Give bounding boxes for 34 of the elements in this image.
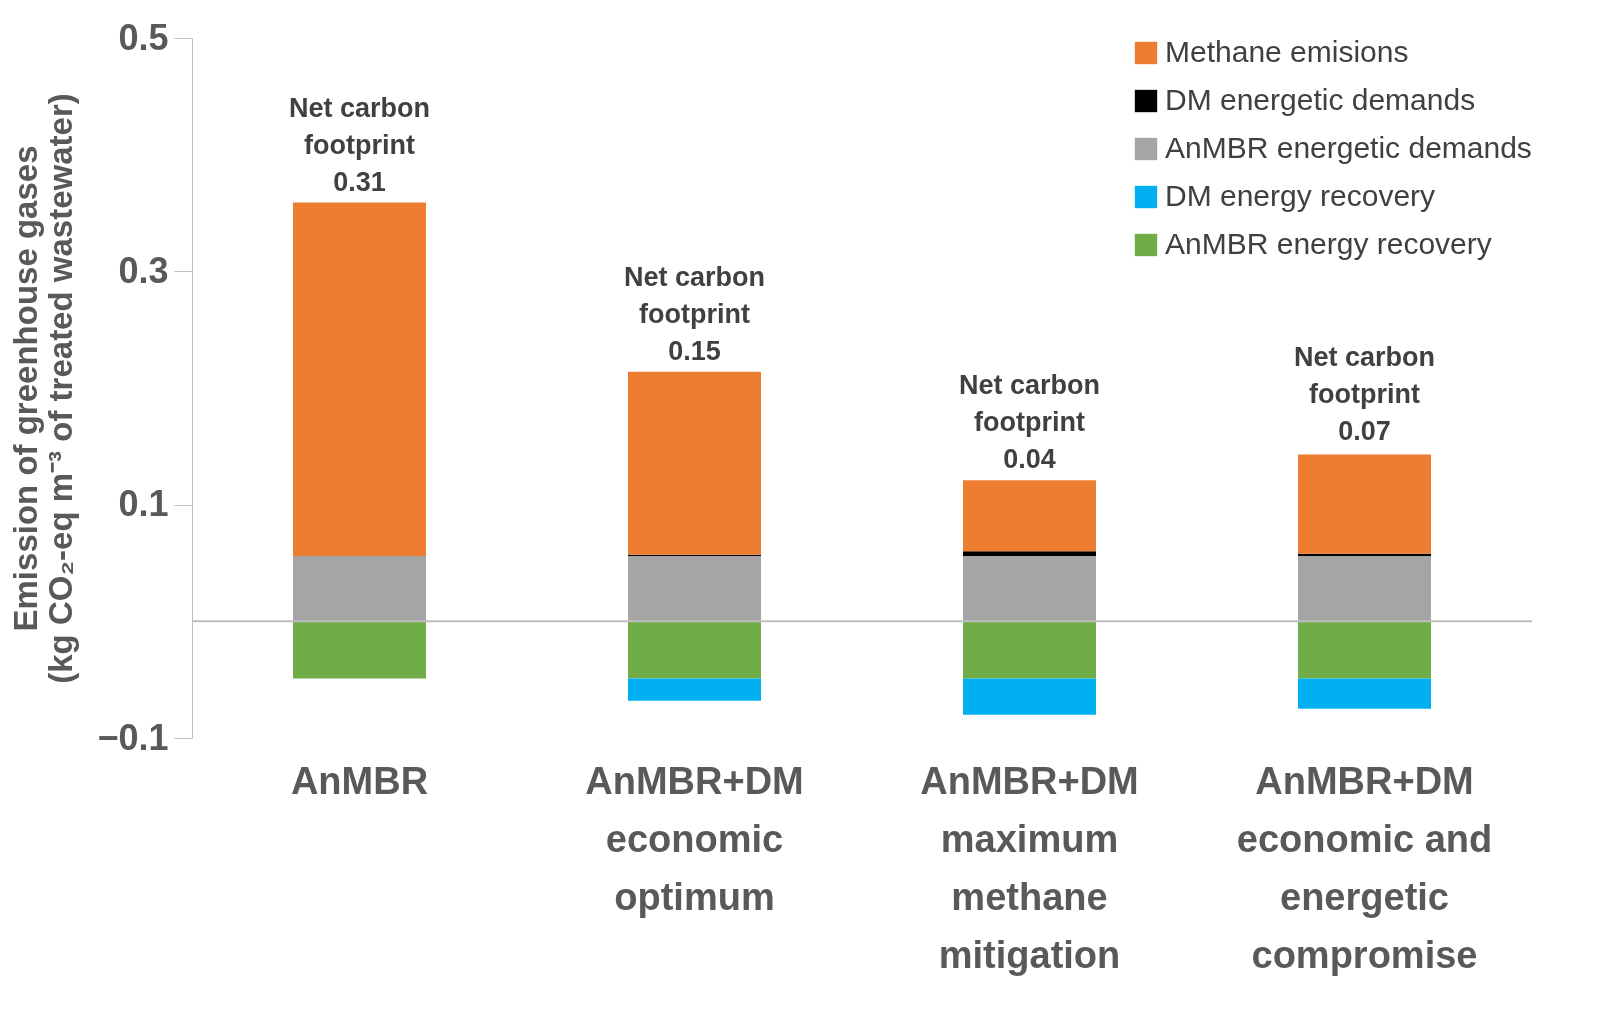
bar: [628, 621, 761, 679]
x-tick-label: AnMBR+DM economic and energetic compromise: [1236, 759, 1493, 976]
bar: [628, 371, 761, 555]
bar: [628, 556, 761, 622]
annotation: Net carbon footprint 0.07: [1293, 342, 1436, 447]
bar: [293, 202, 426, 556]
legend-label: DM energetic demands: [1165, 83, 1476, 116]
y-tick-label: −0.1: [97, 716, 169, 758]
bar: [963, 551, 1096, 556]
bar: [1298, 556, 1431, 622]
legend-label: DM energy recovery: [1165, 179, 1436, 212]
legend-label: Methane emisions: [1165, 35, 1409, 68]
y-axis-title: Emission of greenhouse gases (kg CO₂-eq m⁻³ of treated wastewater): [7, 93, 80, 684]
x-tick-label: AnMBR+DM maximum methane mitigation: [920, 759, 1139, 976]
bar: [1298, 678, 1431, 709]
annotation: Net carbon footprint 0.15: [623, 261, 766, 366]
bar: [963, 480, 1096, 552]
y-tick-label: 0.1: [118, 483, 169, 525]
y-tick-label: 0.5: [118, 16, 169, 58]
x-tick-label: AnMBR+DM economic optimum: [585, 759, 804, 918]
bar: [628, 678, 761, 701]
bar: [293, 556, 426, 622]
x-tick-label: AnMBR: [290, 759, 429, 802]
bar: [963, 556, 1096, 622]
bar: [1298, 454, 1431, 554]
bar: [963, 678, 1096, 715]
legend-label: AnMBR energetic demands: [1165, 131, 1532, 164]
bar: [293, 621, 426, 679]
bar: [963, 621, 1096, 679]
bar: [1298, 621, 1431, 679]
annotation: Net carbon footprint 0.04: [958, 370, 1101, 475]
annotation: Net carbon footprint 0.31: [288, 92, 431, 197]
legend-label: AnMBR energy recovery: [1165, 227, 1492, 260]
y-tick-label: 0.3: [118, 249, 169, 291]
